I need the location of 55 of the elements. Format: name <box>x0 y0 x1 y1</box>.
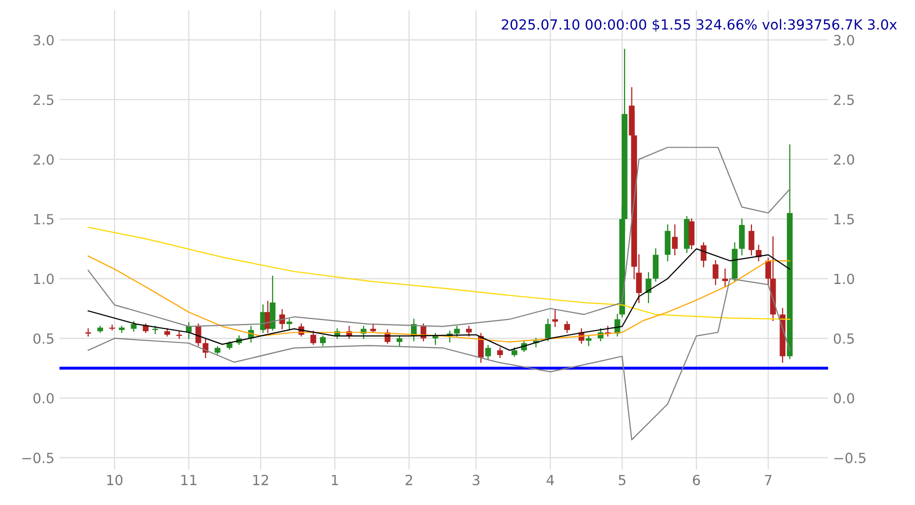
candlestick <box>722 268 728 288</box>
y2-tick-label: 2.0 <box>834 154 854 165</box>
x-tick-label: 1 <box>332 474 338 486</box>
y-tick-label: −0.5 <box>22 452 54 464</box>
line-series <box>88 278 790 440</box>
candlestick <box>739 218 745 256</box>
x-tick-label: 7 <box>764 474 772 486</box>
text: 2025.07.10 00:00:00 $1.55 324.66% vol:393756.7K 3.0x <box>502 18 897 32</box>
candlestick <box>286 318 292 330</box>
candlestick <box>545 318 551 342</box>
candlestick <box>700 242 706 268</box>
x-tick-label: 6 <box>692 474 700 486</box>
candlestick <box>310 330 316 345</box>
y-tick-label: 3.0 <box>34 34 54 46</box>
candlestick <box>432 333 438 345</box>
y2-tick-label: 3.0 <box>834 34 854 46</box>
x-tick-label: 12 <box>253 474 268 486</box>
candlestick <box>466 326 472 337</box>
candlestick <box>396 335 402 346</box>
line-series <box>88 226 790 320</box>
y-tick-label: 1.0 <box>34 274 54 284</box>
line-series <box>88 248 790 351</box>
candlestick <box>652 248 659 282</box>
x-tick-label: 11 <box>181 474 196 486</box>
candlestick <box>320 335 326 346</box>
candlestick <box>497 347 503 358</box>
y2-tick-label: −0.5 <box>834 452 866 464</box>
candlestick <box>485 344 491 360</box>
candlestick <box>712 260 718 286</box>
x-tick-label: 2 <box>406 474 412 486</box>
x-tick-label: 5 <box>618 474 626 486</box>
candlestick <box>664 224 671 262</box>
y-tick-label: 0.5 <box>33 333 54 344</box>
y2-tick-label: 0.0 <box>834 393 854 404</box>
candlestick <box>672 224 678 256</box>
x-tick-label: 3 <box>472 474 480 486</box>
candlestick <box>564 321 570 333</box>
candlestick <box>130 321 137 332</box>
y-tick-label: 2.5 <box>34 94 54 106</box>
x-tick-label: 10 <box>107 474 122 486</box>
candlestick <box>646 272 652 304</box>
candlestick <box>118 326 125 333</box>
candlestick <box>748 224 754 256</box>
y-tick-label: 0.0 <box>33 393 54 404</box>
y2-tick-label: 0.5 <box>834 333 854 344</box>
y2-tick-label: 2.5 <box>834 94 854 106</box>
line-series <box>88 255 790 342</box>
y-tick-label: 2.0 <box>34 154 54 165</box>
candlestick <box>478 333 484 363</box>
y2-tick-label: 1.0 <box>834 274 854 284</box>
candlestick <box>688 218 694 250</box>
x-tick-label: 4 <box>546 474 554 486</box>
y-tick-label: 1.5 <box>34 214 54 224</box>
y2-tick-label: 1.5 <box>834 214 854 224</box>
candlestick <box>454 326 460 337</box>
